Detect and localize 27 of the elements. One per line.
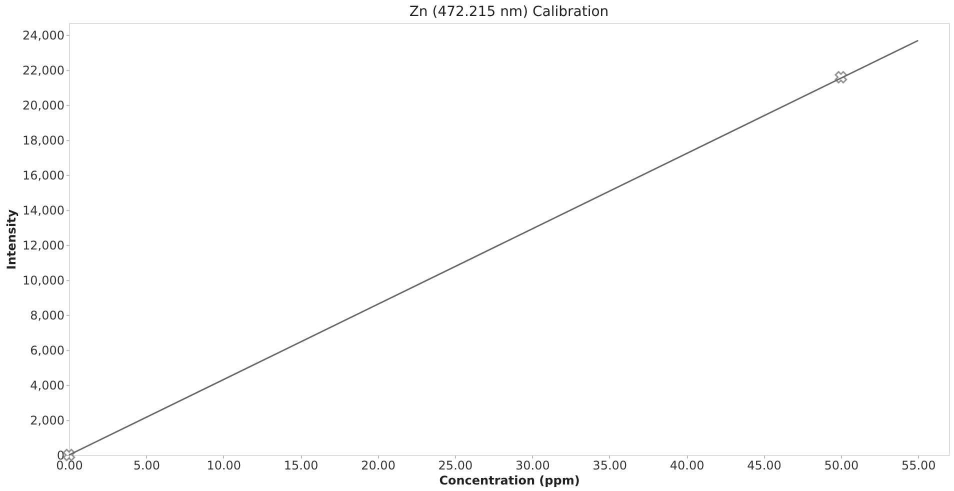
x-tick-label: 5.00 [133,458,160,472]
y-tick-label: 20,000 [22,98,64,113]
y-tick-label: 14,000 [22,204,64,218]
x-tick-label: 20.00 [361,458,396,472]
x-tick-label: 15.00 [284,458,318,472]
y-tick-label: 16,000 [22,168,64,183]
x-tick-label: 55.00 [901,458,936,472]
y-tick-label: 24,000 [22,28,64,43]
y-tick-label: 22,000 [22,64,64,78]
y-axis-title: Intensity [4,209,19,270]
y-tick-label: 2,000 [30,414,64,428]
x-tick-label: 10.00 [206,458,242,472]
x-tick-label: 0.00 [56,458,83,472]
x-tick-label: 35.00 [592,458,628,472]
x-axis-title: Concentration (ppm) [439,474,580,488]
y-tick-label: 6,000 [30,344,64,358]
y-tick-label: 18,000 [22,134,64,148]
y-tick-label: 12,000 [22,238,64,253]
x-tick-label: 25.00 [438,458,473,472]
y-tick-label: 4,000 [30,378,64,393]
x-tick-label: 50.00 [824,458,859,472]
x-tick-label: 40.00 [670,458,704,472]
y-tick-label: 10,000 [22,274,64,288]
chart-title: Zn (472.215 nm) Calibration [409,4,609,20]
y-tick-label: 8,000 [30,308,64,323]
x-tick-label: 45.00 [747,458,782,472]
x-tick-label: 30.00 [515,458,550,472]
